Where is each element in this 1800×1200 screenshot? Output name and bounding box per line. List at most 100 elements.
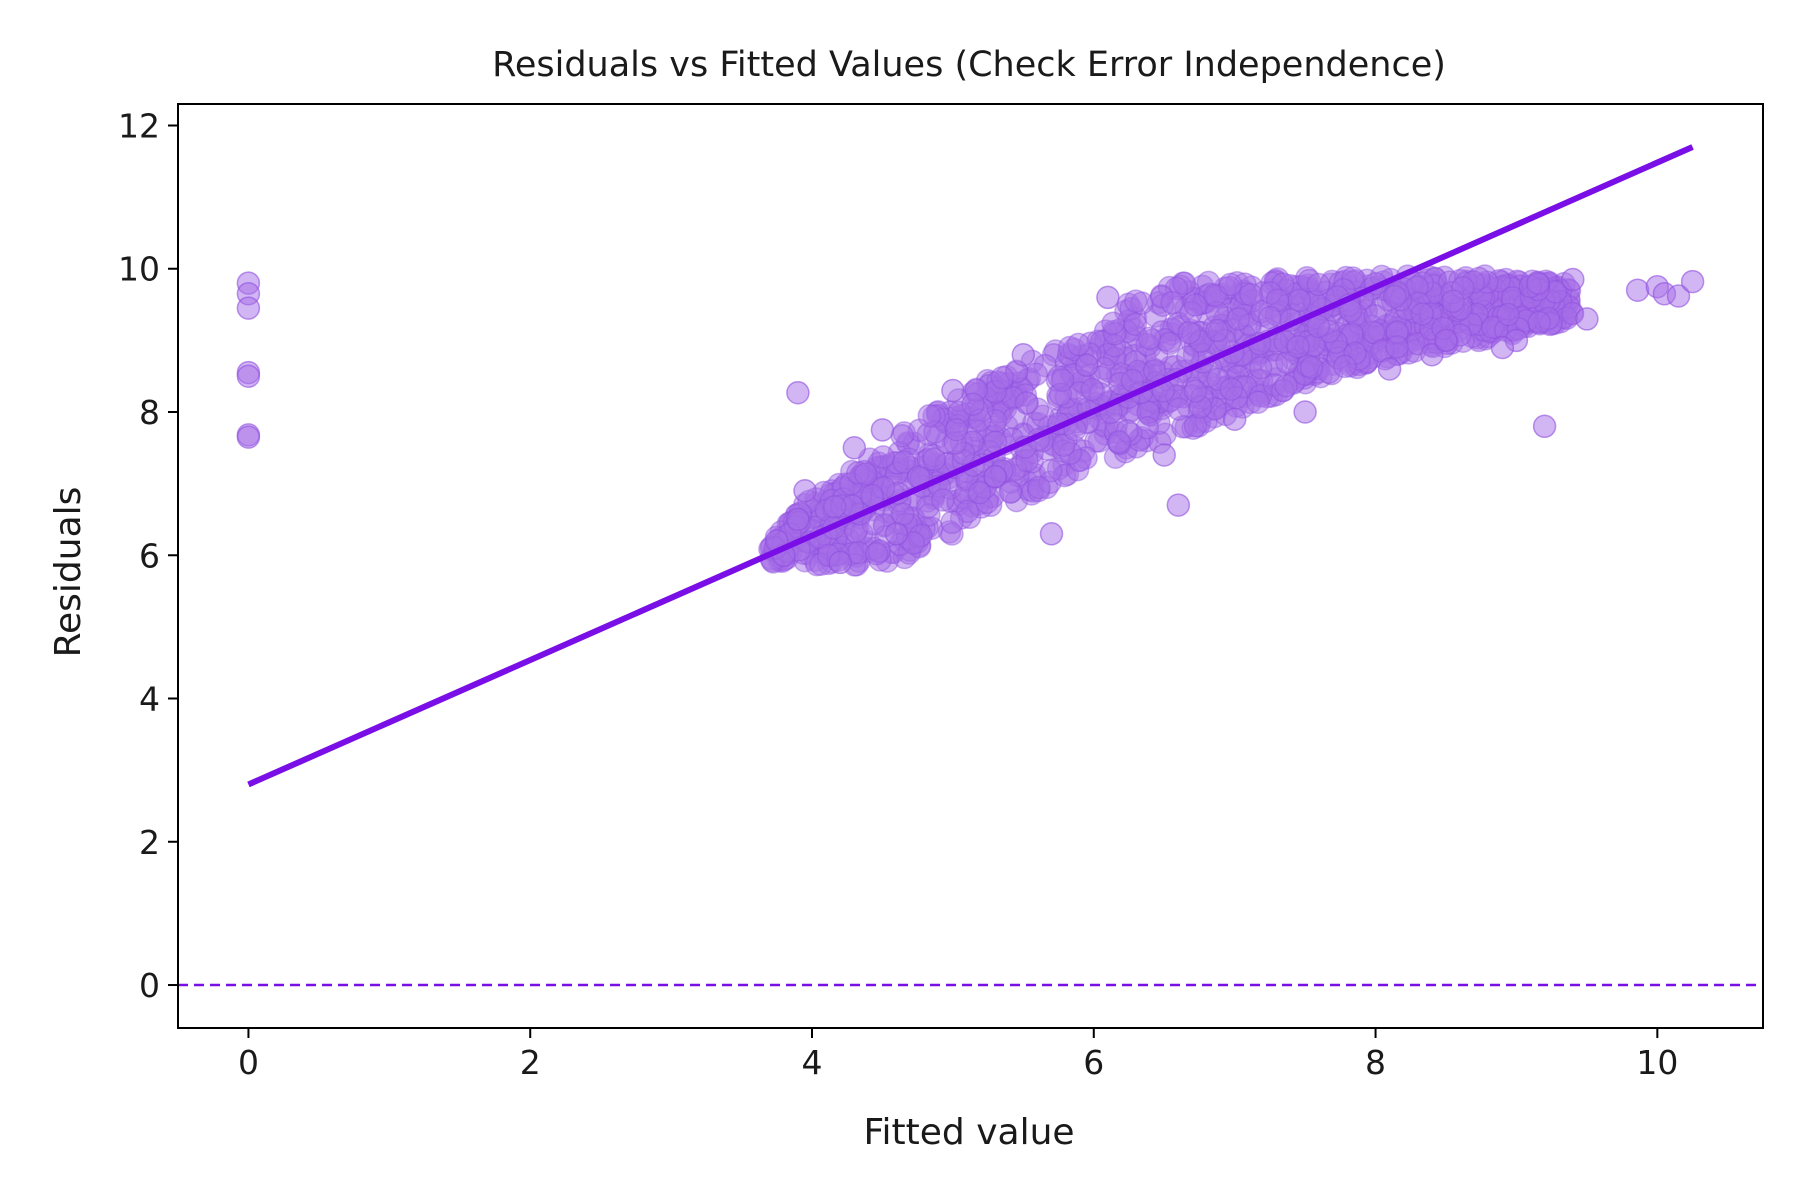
scatter-point	[1420, 342, 1444, 367]
scatter-point	[1177, 320, 1202, 345]
x-tick-label: 6	[1083, 1043, 1104, 1082]
scatter-point	[1167, 397, 1191, 421]
scatter-point	[931, 488, 955, 512]
scatter-point	[1248, 355, 1273, 380]
scatter-point	[1218, 272, 1243, 297]
scatter-point	[940, 510, 964, 535]
scatter-point	[1096, 285, 1120, 310]
scatter-point	[1080, 377, 1104, 402]
scatter-point	[890, 502, 915, 526]
scatter-point	[1183, 293, 1208, 317]
scatter-point	[1561, 267, 1585, 292]
scatter-point	[1246, 390, 1270, 414]
scatter-point	[1124, 289, 1148, 313]
scatter-point	[1575, 307, 1599, 331]
scatter-point	[1286, 335, 1310, 359]
scatter-point	[1137, 326, 1162, 351]
plot-frame	[177, 103, 1764, 1029]
scatter-point	[1157, 331, 1182, 356]
scatter-point	[236, 296, 261, 320]
scatter-point	[1066, 332, 1091, 357]
scatter-point	[1222, 407, 1247, 431]
scatter-point	[1496, 302, 1520, 327]
scatter-point	[1377, 357, 1402, 381]
scatter-point	[871, 445, 895, 469]
x-tick-label: 8	[1365, 1043, 1386, 1082]
scatter-point	[1333, 354, 1357, 379]
y-tick-label: 8	[139, 393, 160, 432]
scatter-point	[236, 364, 261, 388]
scatter-point	[1011, 342, 1036, 367]
scatter-point	[1383, 284, 1407, 309]
y-tick-label: 10	[118, 250, 160, 289]
scatter-point	[1024, 362, 1049, 387]
x-tick-label: 2	[520, 1043, 541, 1082]
scatter-point	[944, 417, 969, 442]
y-tick-label: 0	[139, 966, 160, 1005]
scatter-point	[1051, 433, 1076, 457]
scatter-point	[1490, 335, 1515, 360]
scatter-point	[1027, 475, 1051, 500]
scatter-point	[1258, 305, 1282, 330]
scatter-point	[1239, 282, 1263, 307]
scatter-point	[853, 462, 878, 486]
scatter-point	[842, 436, 867, 460]
chart-title: Residuals vs Fitted Values (Check Error …	[492, 45, 1446, 85]
scatter-point	[828, 550, 852, 575]
scatter-point	[917, 403, 942, 428]
scatter-point	[1160, 290, 1184, 315]
scatter-point	[1410, 302, 1435, 326]
scatter-point	[1203, 283, 1227, 307]
scatter-point	[955, 499, 980, 524]
scatter-point	[822, 495, 847, 519]
scatter-point	[1205, 318, 1229, 343]
y-tick-label: 2	[139, 823, 160, 862]
scatter-point	[990, 365, 1015, 390]
scatter-point	[1385, 335, 1409, 359]
scatter-point	[1441, 289, 1465, 314]
scatter-point	[1166, 493, 1191, 517]
scatter-point	[1101, 311, 1125, 335]
scatter-point	[1123, 312, 1148, 336]
scatter-point	[998, 480, 1023, 504]
scatter-point	[884, 522, 909, 546]
scatter-point	[1293, 400, 1317, 424]
scatter-point	[1152, 443, 1176, 467]
scatter-point	[1532, 414, 1557, 439]
scatter-point	[1287, 288, 1312, 313]
scatter-point	[922, 447, 946, 472]
scatter-point	[1625, 278, 1650, 302]
scatter-point	[864, 542, 889, 566]
scatter-point	[1014, 391, 1039, 415]
fit-line	[247, 144, 1694, 788]
scatter-point	[786, 507, 810, 532]
scatter-point	[1527, 310, 1551, 335]
scatter-point	[870, 418, 895, 442]
scatter-point	[1299, 355, 1324, 380]
scatter-point	[941, 378, 965, 403]
scatter-point	[786, 380, 810, 405]
scatter-point	[236, 425, 261, 449]
scatter-point	[1361, 320, 1386, 345]
y-tick-label: 12	[118, 106, 160, 145]
scatter-point	[890, 424, 914, 448]
scatter-point	[1219, 377, 1244, 401]
scatter-point	[1274, 374, 1298, 398]
scatter-point	[1526, 271, 1550, 295]
scatter-point	[1107, 430, 1131, 454]
scatter-point	[1183, 379, 1208, 403]
y-tick-label: 4	[139, 680, 160, 719]
scatter-point	[1039, 522, 1064, 546]
scatter-point	[1050, 368, 1075, 392]
scatter-point	[967, 480, 992, 505]
scatter-point	[1306, 272, 1331, 297]
scatter-point	[961, 392, 985, 416]
scatter-point	[983, 464, 1007, 489]
y-axis-title: Residuals	[48, 487, 89, 658]
x-axis-title: Fitted value	[863, 1112, 1074, 1153]
x-tick-label: 10	[1636, 1043, 1678, 1082]
x-tick-label: 0	[238, 1043, 259, 1082]
scatter-point	[1666, 284, 1691, 308]
